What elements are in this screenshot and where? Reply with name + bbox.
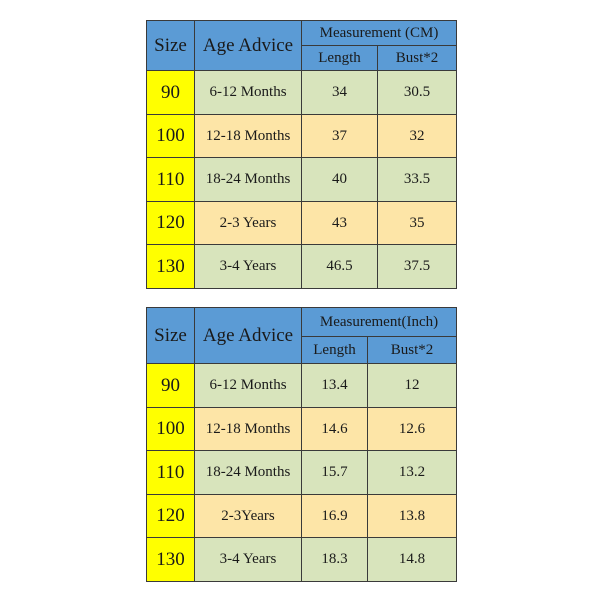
length-header: Length xyxy=(301,336,368,364)
table-row: 90 6-12 Months 13.4 12 xyxy=(146,363,457,408)
size-chart-inch-table: Size Age Advice Measurement(Inch) Length… xyxy=(146,307,457,582)
length-cell: 40 xyxy=(301,157,378,202)
size-cell: 130 xyxy=(146,244,195,289)
measurement-header: Measurement (CM) xyxy=(301,20,457,46)
table-row: 130 3-4 Years 46.5 37.5 xyxy=(146,244,457,289)
bust-cell: 30.5 xyxy=(377,70,457,115)
bust-header: Bust*2 xyxy=(377,45,457,71)
length-cell: 16.9 xyxy=(301,494,368,538)
table-row: 120 2-3 Years 43 35 xyxy=(146,201,457,245)
age-cell: 12-18 Months xyxy=(194,407,302,451)
size-cell: 90 xyxy=(146,363,195,408)
size-cell: 130 xyxy=(146,537,195,582)
bust-cell: 33.5 xyxy=(377,157,457,202)
age-cell: 6-12 Months xyxy=(194,363,302,408)
age-advice-header: Age Advice xyxy=(194,20,302,71)
age-cell: 2-3 Years xyxy=(194,201,302,245)
bust-cell: 12 xyxy=(367,363,457,408)
table-row: 90 6-12 Months 34 30.5 xyxy=(146,70,457,115)
table-row: 110 18-24 Months 40 33.5 xyxy=(146,157,457,202)
length-cell: 34 xyxy=(301,70,378,115)
length-cell: 18.3 xyxy=(301,537,368,582)
size-header: Size xyxy=(146,20,195,71)
bust-cell: 13.2 xyxy=(367,450,457,495)
size-cell: 110 xyxy=(146,157,195,202)
size-cell: 120 xyxy=(146,494,195,538)
size-cell: 110 xyxy=(146,450,195,495)
length-cell: 43 xyxy=(301,201,378,245)
age-cell: 12-18 Months xyxy=(194,114,302,158)
size-chart-cm-table: Size Age Advice Measurement (CM) Length … xyxy=(146,20,457,289)
table-row: 100 12-18 Months 37 32 xyxy=(146,114,457,158)
bust-cell: 14.8 xyxy=(367,537,457,582)
length-cell: 14.6 xyxy=(301,407,368,451)
measurement-header: Measurement(Inch) xyxy=(301,307,457,337)
bust-header: Bust*2 xyxy=(367,336,457,364)
age-advice-header: Age Advice xyxy=(194,307,302,364)
table-row: 110 18-24 Months 15.7 13.2 xyxy=(146,450,457,495)
bust-cell: 35 xyxy=(377,201,457,245)
length-cell: 13.4 xyxy=(301,363,368,408)
length-header: Length xyxy=(301,45,378,71)
length-cell: 46.5 xyxy=(301,244,378,289)
age-cell: 6-12 Months xyxy=(194,70,302,115)
age-cell: 2-3Years xyxy=(194,494,302,538)
size-cell: 100 xyxy=(146,407,195,451)
length-cell: 15.7 xyxy=(301,450,368,495)
bust-cell: 32 xyxy=(377,114,457,158)
size-cell: 90 xyxy=(146,70,195,115)
bust-cell: 37.5 xyxy=(377,244,457,289)
table-row: 130 3-4 Years 18.3 14.8 xyxy=(146,537,457,582)
age-cell: 18-24 Months xyxy=(194,450,302,495)
age-cell: 18-24 Months xyxy=(194,157,302,202)
age-cell: 3-4 Years xyxy=(194,537,302,582)
size-header: Size xyxy=(146,307,195,364)
length-cell: 37 xyxy=(301,114,378,158)
bust-cell: 13.8 xyxy=(367,494,457,538)
size-cell: 120 xyxy=(146,201,195,245)
bust-cell: 12.6 xyxy=(367,407,457,451)
size-cell: 100 xyxy=(146,114,195,158)
table-row: 100 12-18 Months 14.6 12.6 xyxy=(146,407,457,451)
table-row: 120 2-3Years 16.9 13.8 xyxy=(146,494,457,538)
age-cell: 3-4 Years xyxy=(194,244,302,289)
